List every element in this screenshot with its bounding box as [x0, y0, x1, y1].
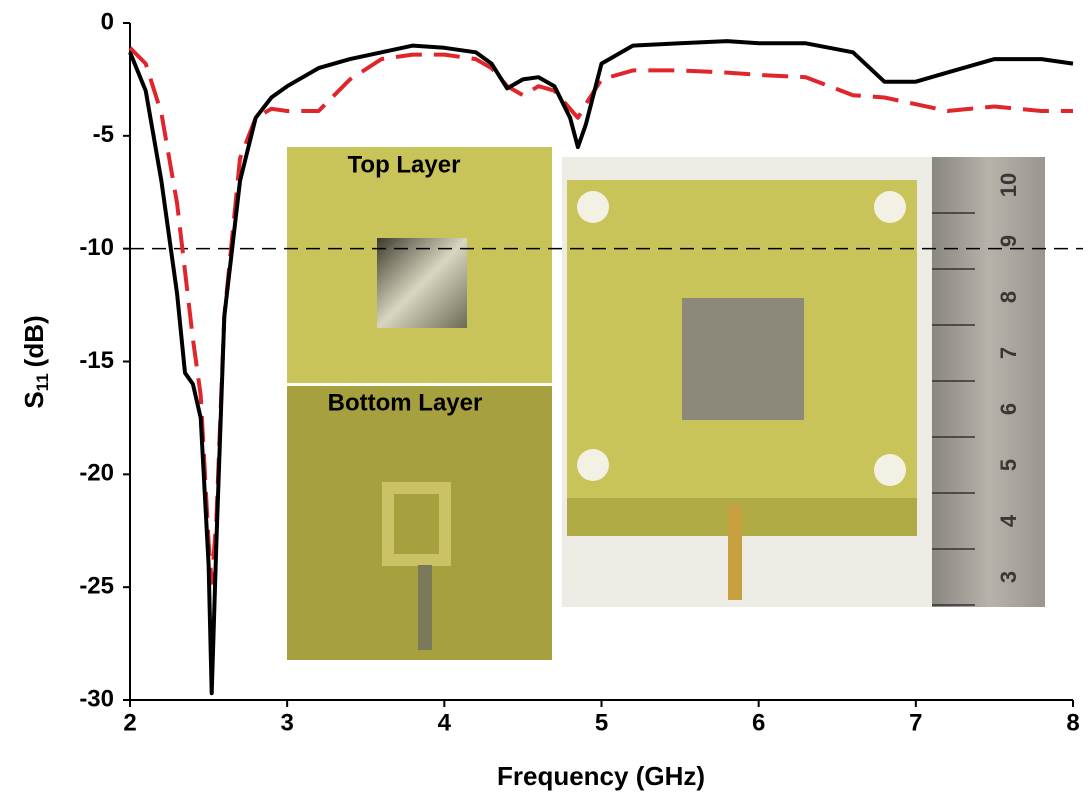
y-tick-label: -20: [79, 460, 114, 487]
ruler-label: 10: [996, 173, 1021, 197]
ruler: [932, 157, 1045, 607]
ruler-label: 4: [996, 514, 1021, 527]
ruler-label: 6: [996, 403, 1021, 415]
y-unit: (dB): [19, 315, 49, 367]
x-tick-label: 7: [909, 709, 922, 736]
inset-label: Bottom Layer: [328, 389, 483, 416]
x-axis-title: Frequency (GHz): [497, 761, 705, 791]
connector: [728, 505, 742, 600]
ruler-label: 7: [996, 347, 1021, 359]
slot: [382, 482, 451, 566]
ruler-label: 3: [996, 571, 1021, 583]
screw: [577, 449, 609, 481]
y-tick-label: -5: [93, 121, 114, 148]
ruler-label: 5: [996, 459, 1021, 471]
x-tick-label: 4: [438, 709, 452, 736]
x-tick-label: 3: [280, 709, 293, 736]
y-tick-label: -25: [79, 573, 114, 600]
x-tick-label: 2: [123, 709, 136, 736]
x-tick-label: 5: [595, 709, 608, 736]
screw: [577, 191, 609, 223]
patch: [682, 298, 804, 420]
inset-label: Top Layer: [348, 151, 461, 178]
series-line: [128, 39, 1074, 696]
screw: [874, 191, 906, 223]
feed: [418, 565, 432, 650]
ruler-label: 9: [996, 235, 1021, 247]
ruler-label: 8: [996, 291, 1021, 303]
y-axis-title: S11 (dB): [19, 315, 53, 408]
x-tick-label: 6: [752, 709, 765, 736]
y-symbol: S: [19, 391, 49, 408]
screw: [874, 454, 906, 486]
y-tick-label: -10: [79, 234, 114, 261]
y-tick-label: 0: [101, 8, 114, 35]
patch: [377, 238, 467, 328]
y-subscript: 11: [33, 373, 52, 391]
y-tick-label: -15: [79, 347, 114, 374]
photo-insets: [287, 147, 1045, 660]
x-tick-label: 8: [1066, 709, 1079, 736]
y-tick-label: -30: [79, 685, 114, 712]
